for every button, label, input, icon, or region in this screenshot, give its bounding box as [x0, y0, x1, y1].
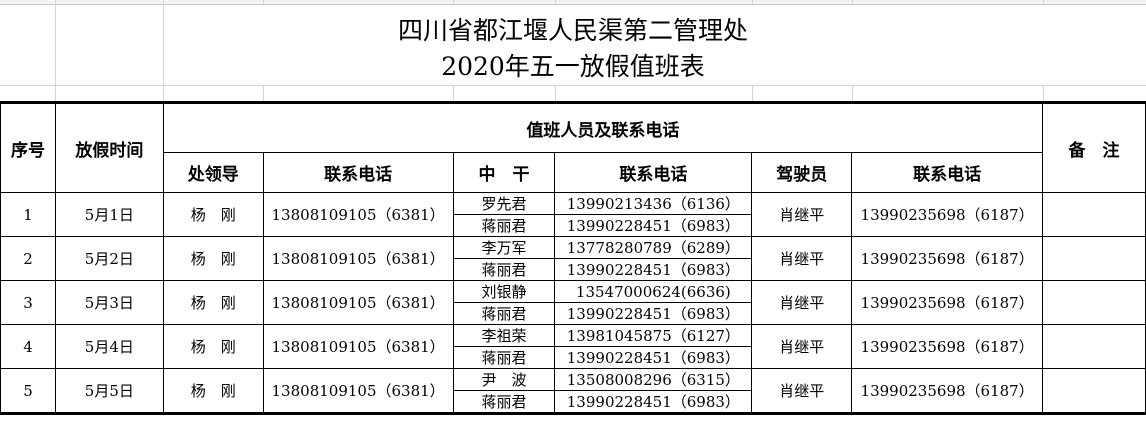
cadre-phone-cell: 13981045875（6127）	[554, 324, 753, 347]
table-row: 2 5月2日 杨 刚 13808109105（6381） 李万军 1377828…	[0, 236, 1146, 281]
header-remarks: 备 注	[1042, 102, 1146, 193]
cadre-cell: 蒋丽君	[452, 390, 556, 414]
driver-cell: 肖继平	[751, 324, 853, 369]
driver-phone-cell: 13990235698（6187）	[851, 324, 1044, 369]
driver-cell: 肖继平	[751, 368, 853, 414]
header-leader: 处领导	[162, 152, 264, 193]
table-row: 4 5月4日 杨 刚 13808109105（6381） 李祖荣 1398104…	[0, 324, 1146, 369]
seq-cell: 4	[0, 324, 56, 369]
cadre-phone-cell: 13990228451（6983）	[554, 302, 753, 325]
header-driver: 驾驶员	[751, 152, 853, 193]
date-cell: 5月3日	[54, 280, 164, 325]
driver-phone-cell: 13990235698（6187）	[851, 280, 1044, 325]
leader-phone-cell: 13808109105（6381）	[262, 192, 454, 237]
gridline	[263, 0, 264, 5]
cadre-phone-cell: 13508008296（6315）	[554, 368, 753, 391]
cadre-cell: 李万军	[452, 236, 556, 259]
sheet-title: 四川省都江堰人民渠第二管理处 2020年五一放假值班表	[0, 5, 1146, 85]
leader-cell: 杨 刚	[162, 368, 264, 414]
table-row: 5 5月5日 杨 刚 13808109105（6381） 尹 波 1350800…	[0, 368, 1146, 414]
seq-cell: 2	[0, 236, 56, 281]
table-row-sub: 蒋丽君 13990228451（6983）	[1, 214, 1146, 237]
header-date: 放假时间	[54, 102, 164, 193]
leader-phone-cell: 13808109105（6381）	[262, 236, 454, 281]
cadre-cell: 蒋丽君	[452, 258, 556, 281]
cadre-cell: 刘银静	[452, 280, 556, 303]
driver-phone-cell: 13990235698（6187）	[851, 192, 1044, 237]
table-row: 1 5月1日 杨 刚 13808109105（6381） 罗先君 1399021…	[0, 192, 1146, 237]
table-row: 3 5月3日 杨 刚 13808109105（6381） 刘银静 1354700…	[0, 280, 1146, 325]
leader-phone-cell: 13808109105（6381）	[262, 280, 454, 325]
gridline	[453, 0, 454, 5]
header-group: 值班人员及联系电话	[162, 102, 1044, 153]
driver-phone-cell: 13990235698（6187）	[851, 236, 1044, 281]
header-cadre: 中 干	[452, 152, 556, 193]
title-line-1: 四川省都江堰人民渠第二管理处	[397, 16, 748, 45]
remarks-cell	[1042, 236, 1146, 281]
date-cell: 5月4日	[54, 324, 164, 369]
cadre-phone-cell: 13990228451（6983）	[554, 214, 753, 237]
cadre-phone-cell: 13990228451（6983）	[554, 258, 753, 281]
gridline	[1043, 0, 1044, 5]
remarks-cell	[1042, 368, 1146, 414]
date-cell: 5月2日	[54, 236, 164, 281]
cadre-phone-cell: 13778280789（6289）	[554, 236, 753, 259]
date-cell: 5月5日	[54, 368, 164, 414]
cadre-cell: 蒋丽君	[452, 302, 556, 325]
leader-cell: 杨 刚	[162, 324, 264, 369]
cadre-phone-cell: 13547000624(6636)	[554, 280, 753, 303]
date-cell: 5月1日	[54, 192, 164, 237]
cadre-cell: 尹 波	[452, 368, 556, 391]
leader-cell: 杨 刚	[162, 280, 264, 325]
leader-cell: 杨 刚	[162, 192, 264, 237]
gridline	[55, 0, 56, 101]
column-header-bar	[0, 0, 1146, 5]
leader-phone-cell: 13808109105（6381）	[262, 324, 454, 369]
header-cadre-phone: 联系电话	[554, 152, 753, 193]
table-row-sub: 蒋丽君 13990228451（6983）	[1, 390, 1146, 414]
driver-cell: 肖继平	[751, 192, 853, 237]
seq-cell: 1	[0, 192, 56, 237]
cadre-cell: 蒋丽君	[452, 214, 556, 237]
driver-cell: 肖继平	[751, 280, 853, 325]
seq-cell: 5	[0, 368, 56, 414]
leader-phone-cell: 13808109105（6381）	[262, 368, 454, 414]
title-line-2: 2020年五一放假值班表	[441, 52, 705, 81]
remarks-cell	[1042, 324, 1146, 369]
cadre-phone-cell: 13990228451（6983）	[554, 346, 753, 369]
cadre-cell: 罗先君	[452, 192, 556, 215]
cadre-phone-cell: 13990213436（6136）	[554, 192, 753, 215]
cadre-phone-cell: 13990228451（6983）	[554, 390, 753, 414]
driver-phone-cell: 13990235698（6187）	[851, 368, 1044, 414]
gridline	[555, 0, 556, 5]
remarks-cell	[1042, 280, 1146, 325]
cadre-cell: 蒋丽君	[452, 346, 556, 369]
header-seq: 序号	[0, 102, 56, 193]
duty-table: 序号 放假时间 值班人员及联系电话 备 注 处领导 联系电话 中 干 联系电话 …	[0, 101, 1146, 415]
seq-cell: 3	[0, 280, 56, 325]
gridline	[852, 0, 853, 5]
driver-cell: 肖继平	[751, 236, 853, 281]
empty-row	[0, 85, 1146, 102]
gridline	[752, 0, 753, 5]
header-leader-phone: 联系电话	[262, 152, 454, 193]
header-driver-phone: 联系电话	[851, 152, 1044, 193]
leader-cell: 杨 刚	[162, 236, 264, 281]
cadre-cell: 李祖荣	[452, 324, 556, 347]
table-row-sub: 蒋丽君 13990228451（6983）	[1, 346, 1146, 369]
gridline	[163, 0, 164, 101]
remarks-cell	[1042, 192, 1146, 237]
